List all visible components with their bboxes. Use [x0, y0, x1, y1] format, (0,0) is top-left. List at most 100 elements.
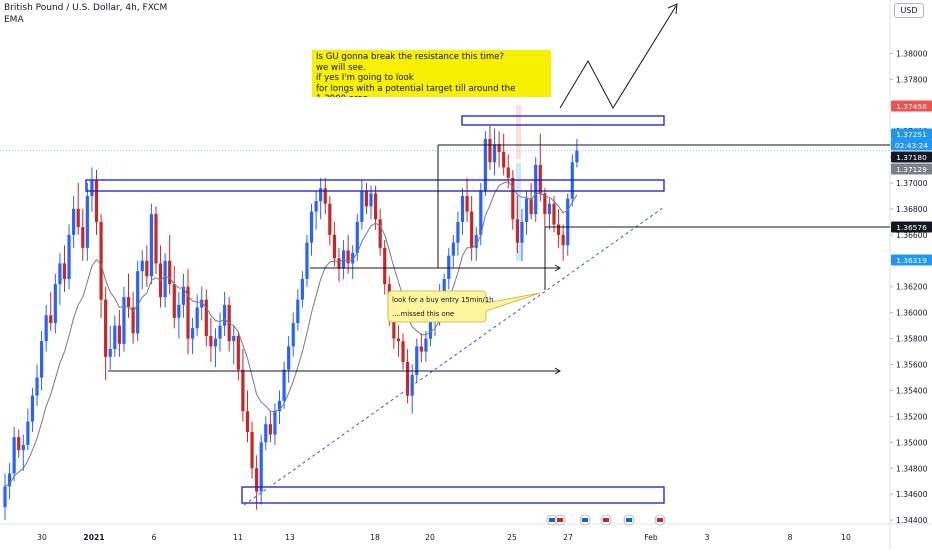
- candle-up: [177, 304, 181, 318]
- event-flag: [657, 518, 663, 522]
- x-tick-label: 11: [233, 533, 243, 542]
- event-flag: [549, 518, 555, 522]
- demand-zone-box[interactable]: [241, 486, 665, 504]
- top-note[interactable]: Is GU gonna break the resistance this ti…: [312, 50, 551, 97]
- candle-up: [149, 214, 153, 277]
- x-tick-label: 20: [425, 533, 435, 542]
- y-tick-label: 1.35600: [896, 361, 928, 370]
- x-axis[interactable]: 30 2021 6 11 13 18 20 25 27 Feb 3 8 10: [37, 533, 851, 542]
- candle-down: [126, 297, 131, 308]
- candle-down: [76, 208, 80, 228]
- ema-line: [4, 181, 578, 487]
- candle-up: [282, 369, 286, 401]
- upper-resistance-box[interactable]: [461, 115, 665, 126]
- y-tick-label: 1.34400: [896, 516, 928, 525]
- x-tick-label: 6: [152, 533, 157, 542]
- callout-line-2: ....missed this one: [392, 310, 454, 318]
- candle-up: [58, 263, 62, 285]
- candle-up: [566, 198, 570, 246]
- ema-layer: [4, 181, 578, 487]
- candle-up: [447, 255, 451, 279]
- candle-down: [383, 247, 387, 285]
- candle-down: [515, 219, 519, 243]
- economic-event-icon[interactable]: [623, 514, 635, 526]
- candle-up: [7, 473, 12, 487]
- x-tick-label: 30: [37, 533, 47, 542]
- price-label-bg: [891, 163, 932, 175]
- candle-up: [44, 315, 48, 342]
- candle-up: [369, 193, 373, 207]
- economic-event-icon[interactable]: [579, 514, 591, 526]
- candle-up: [474, 234, 478, 248]
- candle-down: [250, 431, 254, 469]
- price-label-bg: [891, 139, 932, 151]
- candle-down: [538, 164, 542, 194]
- event-flag: [603, 518, 609, 522]
- price-label: 1.37129: [891, 163, 932, 175]
- callout-bubble[interactable]: [387, 290, 541, 323]
- candle-up: [259, 442, 263, 492]
- currency-button[interactable]: USD: [894, 3, 924, 18]
- candle-up: [483, 138, 487, 191]
- candle-up: [314, 201, 318, 212]
- candle-down: [392, 315, 396, 339]
- candle-up: [264, 424, 268, 443]
- events-layer[interactable]: [546, 514, 666, 526]
- candle-down: [506, 167, 510, 178]
- price-label: 1.36319: [891, 254, 932, 266]
- candle-down: [245, 411, 250, 432]
- position-risk-bar: [516, 105, 521, 159]
- price-label: 02:43:24: [891, 139, 932, 151]
- candle-up: [547, 203, 552, 215]
- x-tick-label: 8: [788, 533, 793, 542]
- price-label-text: 1.36319: [896, 256, 927, 265]
- candle-up: [53, 284, 57, 324]
- y-tick-label: 1.34800: [896, 464, 928, 473]
- candle-down: [323, 188, 327, 204]
- candle-up: [300, 278, 304, 300]
- candle-up: [30, 395, 35, 422]
- event-flag: [626, 518, 632, 522]
- candle-up: [181, 286, 186, 305]
- candle-down: [328, 203, 332, 235]
- projection-path[interactable]: [559, 5, 677, 110]
- candle-up: [26, 421, 30, 445]
- candle-down: [186, 286, 190, 339]
- drawings-layer[interactable]: look for a buy entry 15min/1h ....missed …: [85, 3, 890, 506]
- x-tick-label: 18: [370, 533, 380, 542]
- price-label-bg: [891, 100, 932, 112]
- candle-up: [534, 164, 538, 215]
- candle-down: [104, 299, 108, 357]
- candle-up: [424, 338, 428, 352]
- economic-event-icon[interactable]: [600, 514, 612, 526]
- candle-down: [419, 346, 423, 352]
- candle-down: [497, 144, 501, 152]
- price-label-bg: [891, 221, 932, 233]
- resistance-zone-box[interactable]: [85, 179, 665, 192]
- economic-event-icon[interactable]: [554, 514, 566, 526]
- candle-up: [190, 328, 195, 339]
- y-tick-label: 1.35000: [896, 438, 928, 447]
- indicator-label[interactable]: EMA: [4, 15, 24, 25]
- candle-up: [479, 190, 483, 235]
- price-label: 1.37458: [891, 100, 932, 112]
- candle-down: [488, 138, 492, 163]
- price-label-text: 1.37458: [896, 102, 927, 111]
- x-tick-label: 25: [507, 533, 517, 542]
- candle-up: [113, 325, 117, 349]
- support-arrow-line-head: [554, 367, 561, 375]
- candle-up: [575, 150, 579, 163]
- candle-up: [360, 190, 364, 222]
- candle-down: [396, 338, 401, 342]
- trend-line[interactable]: [243, 206, 665, 506]
- candle-down: [406, 361, 410, 396]
- candle-up: [296, 299, 300, 324]
- candle-up: [163, 260, 167, 298]
- candle-up: [492, 144, 497, 163]
- candle-up: [287, 346, 291, 370]
- position-reward-bar: [516, 163, 521, 261]
- x-tick-label: 13: [285, 533, 295, 542]
- candle-down: [241, 369, 245, 412]
- economic-event-icon[interactable]: [654, 514, 666, 526]
